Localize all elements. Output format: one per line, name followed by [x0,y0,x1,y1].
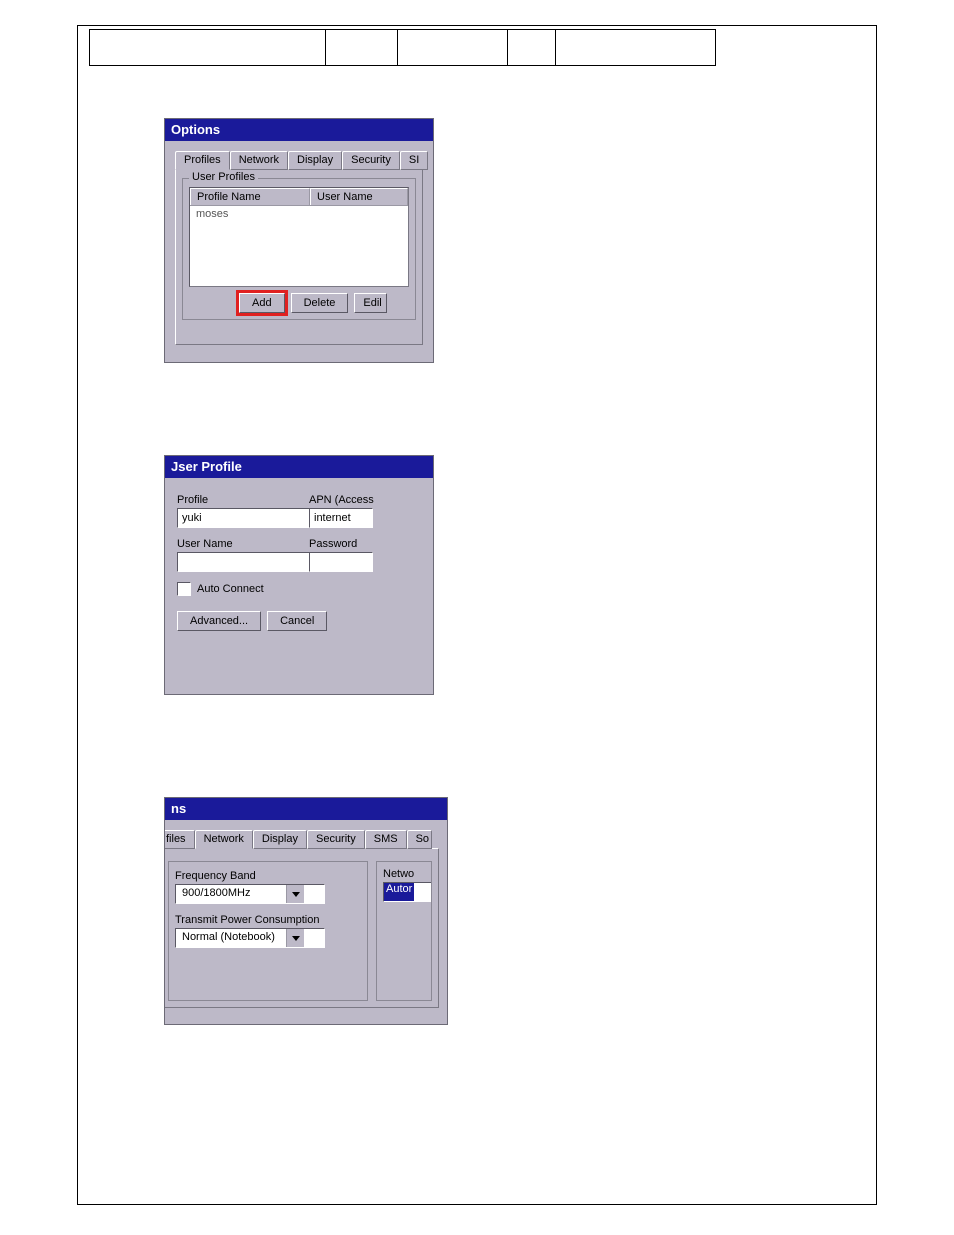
list-item[interactable]: moses [190,206,408,222]
profile-label: Profile [177,494,289,506]
network-tabs: files Network Display Security SMS So [164,830,439,849]
top-empty-table [89,29,716,66]
user-profiles-label: User Profiles [189,171,258,183]
list-header: Profile Name User Name [190,188,408,206]
profile-buttons: Add Delete Edil [189,293,409,313]
password-input[interactable] [309,552,373,572]
profile-col-left: Profile User Name Auto Connect Advanced.… [177,488,289,631]
power-value: Normal (Notebook) [176,929,286,947]
profiles-list[interactable]: Profile Name User Name moses [189,187,409,287]
tab-sms[interactable]: SMS [365,830,407,849]
options-titlebar[interactable]: Options [165,119,433,141]
options-body: Profiles Network Display Security SI Use… [165,141,433,351]
add-button[interactable]: Add [239,293,285,313]
user-profiles-group: User Profiles Profile Name User Name mos… [182,178,416,320]
profile-buttons-row: Advanced... Cancel [177,611,289,631]
network-titlebar[interactable]: ns [165,798,447,820]
table-cell [508,30,556,66]
freq-label: Frequency Band [175,870,361,882]
chevron-down-icon [286,885,304,903]
netwo-select[interactable]: Autor [383,882,432,902]
freq-group: Frequency Band 900/1800MHz Transmit Powe… [168,861,368,1001]
netwo-group: Netwo Autor [376,861,432,1001]
auto-connect-checkbox[interactable]: Auto Connect [177,582,264,596]
table-row [90,30,716,66]
power-label: Transmit Power Consumption [175,914,361,926]
netwo-value: Autor [384,883,414,901]
options-title: Options [171,122,220,137]
user-profile-dialog: Jser Profile Profile User Name Auto Conn… [164,455,434,695]
power-select[interactable]: Normal (Notebook) [175,928,325,948]
network-panel: Frequency Band 900/1800MHz Transmit Powe… [164,848,439,1008]
apn-label: APN (Access [309,494,421,506]
tab-network[interactable]: Network [230,151,288,170]
advanced-button[interactable]: Advanced... [177,611,261,631]
table-cell [556,30,716,66]
user-profile-titlebar[interactable]: Jser Profile [165,456,433,478]
tab-security-2[interactable]: Security [307,830,365,849]
network-title: ns [171,801,186,816]
network-dialog: ns files Network Display Security SMS So… [164,797,448,1025]
chevron-down-icon [286,929,304,947]
network-body: files Network Display Security SMS So Fr… [165,820,447,1014]
tab-display-2[interactable]: Display [253,830,307,849]
table-cell [90,30,326,66]
freq-select[interactable]: 900/1800MHz [175,884,325,904]
delete-button[interactable]: Delete [291,293,349,313]
page: Options Profiles Network Display Securit… [0,0,954,1235]
user-profile-body: Profile User Name Auto Connect Advanced.… [165,478,433,641]
tab-so[interactable]: So [407,830,432,849]
netwo-label: Netwo [383,868,425,880]
apn-input[interactable] [309,508,373,528]
profiles-panel: User Profiles Profile Name User Name mos… [175,169,423,345]
user-profile-title: Jser Profile [171,459,242,474]
table-cell [326,30,398,66]
tab-security[interactable]: Security [342,151,400,170]
password-label: Password [309,538,421,550]
table-cell [398,30,508,66]
tab-profiles[interactable]: Profiles [175,151,230,170]
col-user-name[interactable]: User Name [310,188,408,205]
username-label: User Name [177,538,289,550]
checkbox-box [177,582,191,596]
tab-network-2[interactable]: Network [195,830,253,849]
tab-sms-cut[interactable]: SI [400,151,428,170]
edit-button[interactable]: Edil [354,293,386,313]
options-tabs: Profiles Network Display Security SI [175,151,423,170]
profile-col-right: APN (Access Password [309,488,421,631]
auto-connect-label: Auto Connect [197,583,264,595]
col-profile-name[interactable]: Profile Name [190,188,310,205]
profile-name-cell: moses [196,208,228,220]
tab-files[interactable]: files [164,830,195,849]
tab-display[interactable]: Display [288,151,342,170]
options-dialog: Options Profiles Network Display Securit… [164,118,434,363]
freq-value: 900/1800MHz [176,885,286,903]
profile-row: Profile User Name Auto Connect Advanced.… [177,488,421,631]
